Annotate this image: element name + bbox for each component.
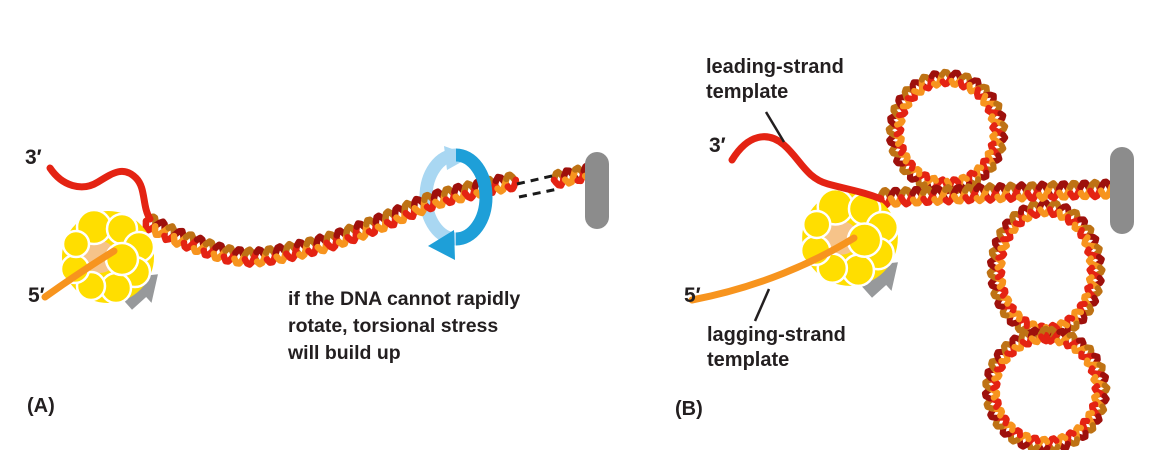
panel-a-caption: if the DNA cannot rapidly rotate, torsio…: [288, 286, 520, 367]
anchor-capsule-a: [585, 152, 609, 229]
lagging-strand-template-label: lagging-strand template: [707, 323, 846, 373]
template-strands: [41, 133, 885, 304]
panel-a-3-prime-label: 3′: [25, 146, 42, 169]
caption-line-1: if the DNA cannot rapidly: [288, 288, 521, 310]
fork-movement-arrow-a: [119, 274, 158, 310]
leading-label-line-2: template: [706, 81, 789, 103]
annotation-pointer-lines: [753, 111, 786, 322]
lagging-label-line-1: lagging-strand: [707, 324, 846, 346]
dna-helix-a: [142, 171, 520, 268]
panel-a-5-prime-label: 5′: [28, 284, 45, 307]
leading-strand-template-label: leading-strand template: [706, 55, 844, 105]
dna-helix-b: [876, 178, 1116, 209]
panel-a-tag: (A): [27, 395, 55, 417]
panel-b-5-prime-label: 5′: [684, 284, 701, 307]
panel-b-tag: (B): [675, 398, 703, 420]
supercoil-figure8-bottom: [981, 325, 1111, 450]
rotation-arrow-front: [428, 148, 493, 260]
anchor-capsule-b: [1110, 147, 1134, 234]
leading-label-line-1: leading-strand: [706, 56, 844, 78]
panel-b-3-prime-label: 3′: [709, 134, 726, 157]
dashed-gap: [516, 173, 559, 199]
caption-line-3: will build up: [288, 342, 401, 364]
fork-movement-arrow-b: [859, 262, 898, 298]
supercoil-figure8-top: [986, 198, 1106, 341]
lagging-label-line-2: template: [707, 349, 790, 371]
supercoil-loop-top: [885, 68, 1009, 196]
caption-line-2: rotate, torsional stress: [288, 315, 499, 337]
